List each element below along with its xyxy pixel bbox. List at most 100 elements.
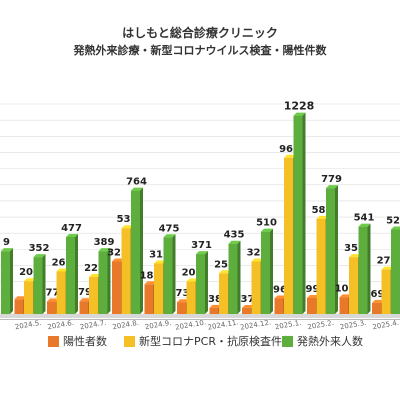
data-label-outpatients: 9 [3, 237, 10, 248]
bar-outpatients-side [237, 240, 241, 314]
bar-positive [112, 261, 121, 314]
bar-tests [154, 263, 163, 314]
bar-tests-top [24, 278, 36, 282]
data-label-positive: 99 [306, 284, 320, 295]
legend-item-tests: 新型コロナPCR・抗原検査件数 [124, 333, 293, 349]
bar-tests-top [349, 254, 361, 258]
data-label-outpatients: 371 [191, 240, 212, 251]
bar-positive-top [177, 299, 189, 303]
bar-tests [284, 157, 293, 314]
data-label-tests: 229 [84, 263, 105, 274]
legend-item-positive: 陽性者数 [48, 333, 107, 349]
x-tick-label: 2024.7. [79, 319, 107, 332]
bar-outpatients-top [98, 248, 111, 252]
data-label-tests: 275 [377, 256, 398, 267]
bar-outpatients-top [131, 187, 143, 191]
bar-positive [209, 307, 219, 314]
x-tick-label: 2024.12. [240, 318, 272, 331]
bar-positive-top [112, 258, 124, 262]
bar-tests [316, 218, 326, 314]
bar-tests [121, 228, 131, 314]
x-tick-label: 2025.2. [307, 319, 335, 332]
data-label-positive: 38 [208, 294, 222, 305]
floor-plane [0, 314, 400, 318]
bar-positive [307, 298, 316, 314]
bar-positive-top [209, 304, 222, 308]
bar-tests-top [154, 260, 166, 264]
bar-tests [381, 269, 391, 314]
data-label-positive: 73 [176, 288, 190, 299]
plot-bottom-border [0, 319, 400, 320]
data-label-tests: 589 [312, 205, 333, 216]
legend-swatch-positive [48, 335, 59, 347]
bar-outpatients [358, 226, 368, 314]
bar-outpatients-side [10, 248, 13, 314]
data-label-tests: 203 [19, 267, 40, 278]
chart-title: はしもと総合診療クリニック [122, 26, 278, 40]
bar-outpatients-top [228, 240, 241, 244]
bar-positive-top [372, 299, 384, 303]
data-label-tests: 967 [279, 144, 300, 155]
data-label-tests: 313 [149, 249, 170, 260]
legend-swatch-tests [124, 335, 135, 347]
legend-item-outpatients: 発熱外来人数 [282, 333, 363, 349]
bar-outpatients [196, 254, 205, 314]
bar-outpatients-side [270, 228, 273, 314]
data-label-tests: 201 [182, 268, 203, 279]
bar-positive-top [14, 296, 27, 300]
x-tick-label: 2025.4. [372, 319, 400, 332]
bar-outpatients-top [66, 233, 78, 237]
bar-outpatients-side [140, 187, 143, 314]
bar-tests-top [89, 274, 101, 278]
bar-positive [79, 301, 89, 314]
bar-positive-top [339, 294, 352, 298]
data-label-outpatients: 389 [94, 237, 115, 248]
bar-outpatients-top [33, 254, 46, 258]
bar-tests [186, 281, 196, 314]
bar-positive-top [274, 295, 287, 299]
bar-tests-top [381, 266, 394, 270]
bar-positive-top [307, 295, 319, 299]
bar-outpatients [1, 251, 10, 314]
bar-positive [177, 302, 186, 314]
x-tick-label: 2024.6. [47, 319, 75, 332]
bar-tests-top [56, 268, 69, 272]
data-label-positive: 325 [107, 248, 128, 259]
bar-outpatients [131, 190, 140, 314]
x-tick-label: 2025.3. [339, 319, 367, 332]
data-label-tests: 252 [214, 259, 235, 270]
bar-outpatients-top [391, 226, 400, 230]
bar-outpatients-top [326, 185, 338, 189]
data-label-tests: 531 [117, 214, 138, 225]
legend-swatch-outpatients [282, 335, 293, 347]
bar-tests [56, 271, 66, 314]
bar-positive [144, 284, 154, 314]
bar-tests-top [316, 215, 329, 219]
bar-positive-top [47, 298, 59, 302]
bar-outpatients-top [163, 234, 176, 238]
bar-outpatients [293, 115, 303, 314]
bar-outpatients-top [196, 251, 208, 255]
bar-tests [89, 277, 98, 314]
bar-tests [219, 273, 228, 314]
bar-outpatients-side [75, 233, 78, 314]
bar-tests-top [284, 154, 296, 158]
x-tick-label: 2024.5. [14, 319, 42, 332]
bar-positive [372, 302, 381, 314]
bar-positive-top [79, 298, 92, 302]
bar-outpatients [391, 229, 400, 314]
bar-outpatients-side [172, 234, 176, 314]
data-label-positive: 69 [371, 289, 385, 300]
data-label-positive: 79 [78, 287, 92, 298]
data-label-positive: 77 [46, 288, 60, 299]
data-label-tests: 352 [344, 243, 365, 254]
bar-outpatients-top [261, 228, 273, 232]
bar-outpatients [261, 231, 270, 314]
data-label-outpatients: 764 [126, 177, 147, 188]
data-label-tests: 325 [247, 248, 268, 259]
x-tick-label: 2024.8. [112, 319, 140, 332]
data-label-outpatients: 435 [224, 230, 245, 241]
bar-outpatients-side [42, 254, 46, 314]
